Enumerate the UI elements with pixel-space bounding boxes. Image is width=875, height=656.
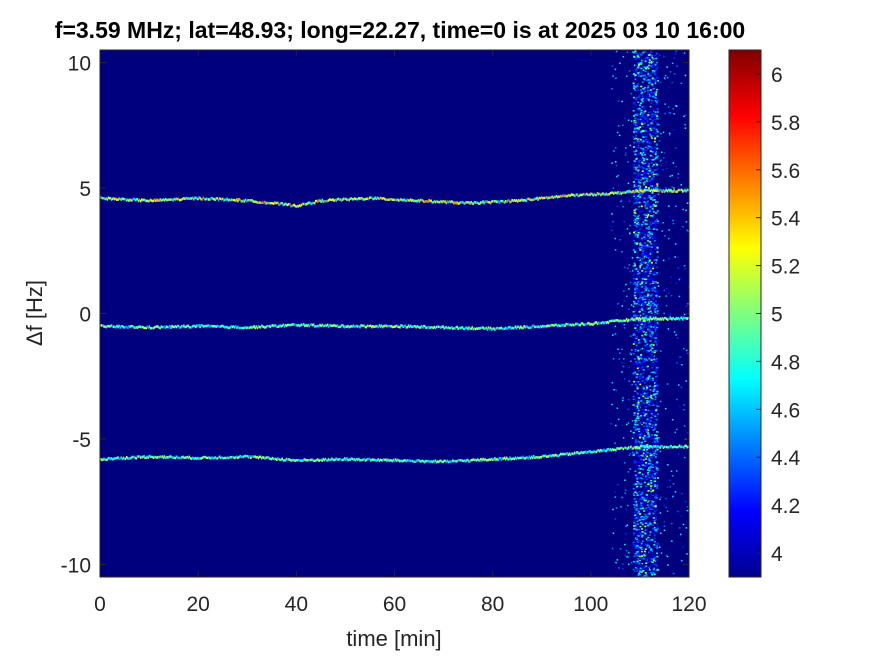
colorbar-tick-label: 4.8	[771, 351, 800, 374]
noise-band	[610, 50, 689, 577]
colorbar-tick-label: 5.8	[771, 112, 800, 135]
x-tick-label: 40	[285, 593, 308, 616]
x-tick-label: 0	[94, 593, 106, 616]
colorbar-tick-label: 4.4	[771, 447, 801, 470]
y-tick-label: 0	[79, 304, 91, 327]
x-tick-label: 60	[383, 593, 406, 616]
x-tick-label: 100	[573, 593, 608, 616]
plot-background	[100, 50, 689, 577]
y-tick-label: -5	[72, 429, 91, 452]
colorbar-tick-label: 4.2	[771, 495, 800, 518]
x-axis-label: time [min]	[346, 626, 441, 651]
x-axis: 0 20 40 60 80 100 120	[94, 50, 707, 616]
x-tick-label: 120	[671, 593, 706, 616]
y-tick-label: 10	[68, 53, 91, 76]
signal-trace	[100, 316, 689, 331]
colorbar-tick-label: 5.4	[771, 208, 801, 231]
plot-area	[100, 50, 689, 577]
x-tick-label: 20	[186, 593, 209, 616]
signal-trace	[100, 188, 689, 208]
x-tick-label: 80	[481, 593, 504, 616]
colorbar-tick-label: 6	[771, 64, 783, 87]
y-axis: -10 -5 0 5 10	[61, 53, 689, 577]
signal-trace	[100, 444, 689, 464]
y-tick-label: -10	[61, 554, 91, 577]
colorbar	[728, 49, 762, 578]
colorbar-tick-label: 5	[771, 304, 783, 327]
colorbar-tick-label: 5.2	[771, 256, 800, 279]
colorbar-tick-label: 4.6	[771, 399, 800, 422]
colorbar-tick-label: 5.6	[771, 160, 800, 183]
chart-title: f=3.59 MHz; lat=48.93; long=22.27, time=…	[55, 17, 745, 43]
y-tick-label: 5	[79, 178, 91, 201]
colorbar-tick-label: 4	[771, 543, 783, 566]
y-axis-label: Δf [Hz]	[22, 280, 47, 346]
colorbar-ticks: 4 4.2 4.4 4.6 4.8 5 5.2 5.4 5.6 5.8 6	[756, 64, 801, 566]
